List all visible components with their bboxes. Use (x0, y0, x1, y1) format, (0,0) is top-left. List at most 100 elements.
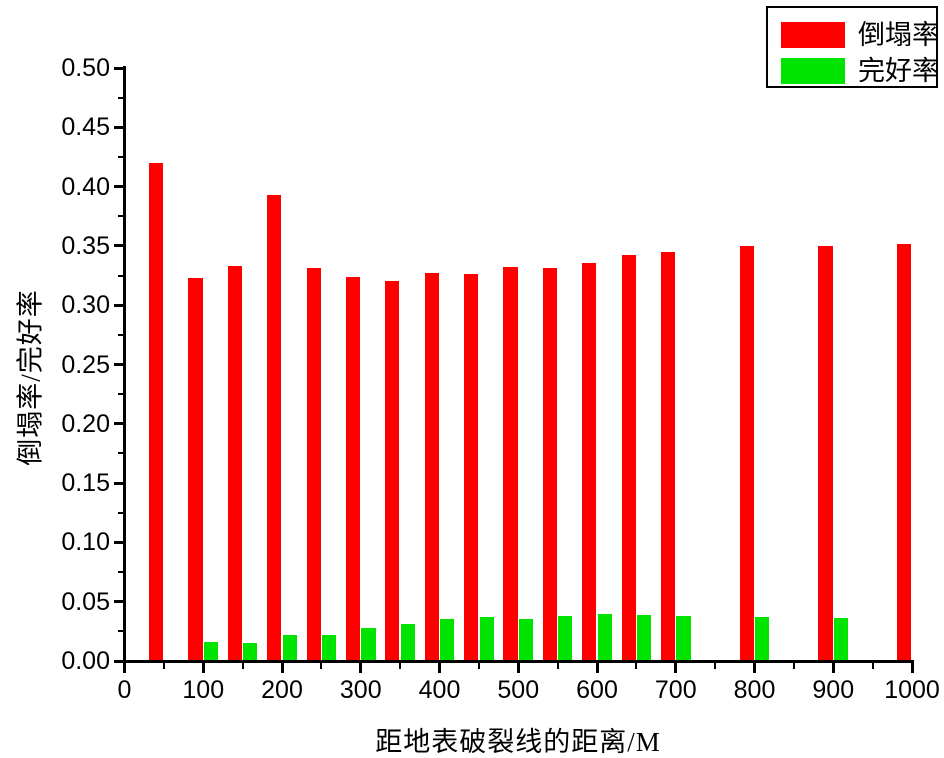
x-major-tick (516, 663, 520, 673)
legend-swatch-intact-rate (781, 58, 845, 84)
y-major-tick (114, 540, 123, 544)
y-axis-title: 倒塌率/完好率 (15, 289, 46, 466)
y-major-tick (114, 600, 123, 604)
bar-collapse-600 (582, 262, 597, 661)
x-tick-label: 500 (497, 676, 540, 704)
bar-collapse-650 (621, 255, 636, 661)
legend-swatch-collapse-rate (781, 22, 845, 48)
x-minor-tick (714, 663, 717, 669)
x-axis-title: 距地表破裂线的距离/M (375, 727, 661, 757)
x-tick-label: 0 (117, 676, 132, 704)
y-minor-tick (118, 215, 123, 218)
bar-intact-300 (361, 627, 376, 661)
y-major-tick (114, 659, 123, 663)
bar-collapse-550 (542, 268, 557, 661)
legend: 倒塌率 完好率 (766, 6, 939, 89)
x-major-tick (674, 663, 678, 673)
x-minor-tick (162, 663, 165, 669)
bar-collapse-800 (739, 245, 754, 661)
bar-intact-600 (597, 613, 612, 661)
y-minor-tick (118, 96, 123, 99)
y-tick-label: 0.15 (61, 469, 110, 498)
bar-intact-800 (755, 617, 770, 661)
x-major-tick (910, 663, 914, 673)
y-major-tick (114, 185, 123, 189)
y-tick-label: 0.25 (61, 350, 110, 379)
y-major-tick (114, 363, 123, 366)
x-tick-label: 600 (576, 676, 618, 704)
y-minor-tick (118, 452, 123, 455)
legend-item-intact-rate: 完好率 (768, 53, 939, 89)
y-tick-label: 0.20 (61, 409, 110, 438)
x-major-tick (831, 663, 835, 673)
bar-collapse-400 (424, 273, 439, 661)
y-major-tick (114, 125, 123, 129)
legend-label-intact-rate: 完好率 (858, 56, 939, 86)
y-minor-tick (118, 571, 123, 574)
y-tick-label: 0.50 (61, 54, 110, 82)
y-tick-label: 0.30 (61, 291, 110, 320)
bar-collapse-100 (188, 277, 203, 661)
y-minor-tick (118, 511, 123, 514)
y-minor-tick (118, 333, 123, 336)
x-major-tick (201, 663, 205, 673)
y-minor-tick (118, 630, 123, 633)
x-minor-tick (871, 663, 874, 669)
x-tick-label: 700 (654, 676, 697, 704)
bar-collapse-900 (818, 245, 833, 661)
y-major-tick (114, 303, 123, 307)
bar-collapse-200 (267, 194, 282, 661)
x-major-tick (280, 663, 284, 673)
y-tick-label: 0.40 (61, 172, 110, 201)
x-minor-tick (241, 663, 244, 669)
x-tick-label: 200 (261, 676, 303, 704)
bar-collapse-500 (503, 267, 518, 661)
bar-collapse-1000 (897, 243, 912, 661)
y-tick-label: 0.45 (61, 113, 110, 142)
bar-collapse-50 (149, 162, 164, 661)
y-axis-line (123, 66, 126, 663)
x-minor-tick (399, 663, 402, 669)
x-major-tick (595, 663, 599, 673)
x-major-tick (753, 663, 756, 673)
x-major-tick (438, 663, 441, 673)
y-major-tick (114, 66, 123, 70)
x-minor-tick (320, 663, 323, 669)
bar-intact-200 (282, 634, 297, 661)
x-minor-tick (556, 663, 559, 669)
legend-label-collapse-rate: 倒塌率 (858, 20, 939, 50)
y-major-tick (114, 481, 123, 485)
bar-intact-550 (558, 615, 573, 661)
y-tick-label: 0.10 (61, 528, 110, 557)
bar-collapse-300 (345, 276, 361, 661)
x-tick-label: 900 (812, 676, 855, 704)
x-axis-line (123, 660, 914, 663)
y-minor-tick (118, 155, 123, 158)
bar-intact-350 (400, 624, 415, 661)
bar-intact-700 (676, 615, 691, 661)
y-tick-label: 0.05 (61, 587, 110, 616)
x-major-tick (359, 663, 363, 673)
bar-intact-650 (637, 614, 652, 661)
bar-intact-150 (243, 643, 258, 661)
x-minor-tick (792, 663, 795, 669)
x-minor-tick (635, 663, 638, 669)
x-tick-label: 800 (733, 676, 776, 704)
y-minor-tick (118, 393, 123, 396)
bar-collapse-150 (227, 266, 242, 661)
bar-collapse-700 (660, 251, 676, 661)
x-tick-label: 100 (182, 676, 225, 704)
y-tick-label: 0.35 (61, 231, 110, 260)
y-major-tick (114, 422, 123, 426)
bar-collapse-350 (385, 281, 400, 661)
y-major-tick (114, 244, 123, 248)
y-tick-label: 0.00 (61, 647, 110, 675)
x-minor-tick (477, 663, 480, 669)
x-tick-label: 1000 (884, 676, 940, 704)
bar-collapse-450 (464, 274, 479, 661)
bar-intact-100 (203, 642, 219, 661)
bar-intact-500 (518, 619, 534, 661)
bar-collapse-250 (306, 268, 321, 661)
x-major-tick (123, 663, 126, 673)
